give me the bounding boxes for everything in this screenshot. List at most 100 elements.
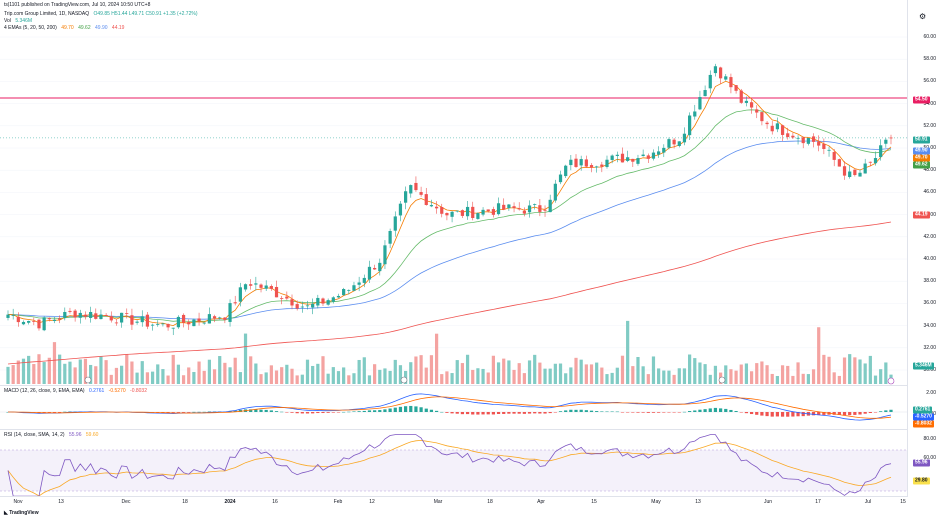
candle-body xyxy=(564,165,568,177)
volume-bar xyxy=(770,373,774,384)
macd-histogram-bar xyxy=(331,412,335,413)
macd-histogram-bar xyxy=(765,412,769,417)
price-tick-label: 36.00 xyxy=(923,300,936,307)
candle-body xyxy=(734,85,738,91)
candle-body xyxy=(471,206,475,218)
volume-bar xyxy=(460,363,465,384)
candle-body xyxy=(352,285,356,291)
macd-histogram-bar xyxy=(873,412,878,413)
price-chart[interactable] xyxy=(0,0,907,496)
macd-histogram-bar xyxy=(300,412,304,414)
candle-body xyxy=(373,267,377,270)
volume-bar xyxy=(357,359,361,384)
volume-bar xyxy=(848,354,852,384)
macd-histogram-bar xyxy=(58,412,62,413)
volume-bar xyxy=(672,374,676,384)
volume-bar xyxy=(176,364,181,384)
symbol-title[interactable]: Trip.com Group Limited, 1D, NASDAQ xyxy=(4,11,90,17)
candle-body xyxy=(729,77,733,88)
volume-bar xyxy=(517,363,521,384)
volume-bar xyxy=(476,368,480,384)
candle-body xyxy=(796,137,800,139)
volume-bar xyxy=(352,373,356,384)
candle-body xyxy=(78,312,82,318)
volume-bar xyxy=(884,362,888,384)
macd-histogram-bar xyxy=(527,412,532,414)
macd-legend[interactable]: MACD (12, 26, close, 9, EMA, EMA) 0.2761… xyxy=(4,388,150,394)
ema-legend[interactable]: 4 EMAs (5, 20, 50, 200) 49.70 49.62 49.9… xyxy=(4,25,127,31)
volume-bar xyxy=(269,365,273,384)
volume-bar xyxy=(512,369,516,384)
macd-histogram-bar xyxy=(161,412,165,413)
macd-histogram-bar xyxy=(811,412,816,416)
candle-body xyxy=(491,209,495,215)
pane-divider-macd[interactable] xyxy=(0,385,907,386)
price-tick-label: 44.00 xyxy=(923,211,936,218)
macd-histogram-bar xyxy=(667,412,671,413)
volume-bar xyxy=(522,373,526,384)
volume-bar xyxy=(445,371,449,384)
macd-histogram-bar xyxy=(316,412,320,414)
candle-body xyxy=(16,316,20,323)
volume-bar xyxy=(641,366,645,384)
macd-histogram-bar xyxy=(853,412,857,415)
symbol-line[interactable]: Trip.com Group Limited, 1D, NASDAQ O49.8… xyxy=(4,11,200,17)
volume-bar xyxy=(321,356,325,384)
candle-body xyxy=(305,305,310,307)
volume-bar xyxy=(228,367,232,384)
candle-body xyxy=(52,319,57,322)
price-tick-label: 38.00 xyxy=(923,278,936,285)
volume-bar xyxy=(564,373,568,384)
candle-body xyxy=(657,151,661,155)
time-tick-label: May xyxy=(651,499,661,505)
price-tick-label: 42.00 xyxy=(923,233,936,240)
macd-histogram-bar xyxy=(657,412,661,413)
candle-body xyxy=(42,317,46,331)
candle-body xyxy=(786,133,790,138)
ema5-value: 49.70 xyxy=(61,25,74,31)
volume-bar xyxy=(786,365,790,384)
volume-line[interactable]: Vol 5.346M xyxy=(4,18,35,24)
volume-bar xyxy=(646,374,650,384)
price-tick-label: 58.00 xyxy=(923,56,936,63)
volume-bar xyxy=(388,370,392,384)
ema200-line xyxy=(7,221,892,365)
pane-divider-rsi[interactable] xyxy=(0,429,907,430)
volume-bar xyxy=(305,359,310,384)
volume-bar xyxy=(734,370,738,384)
candle-body xyxy=(161,323,165,325)
chart-settings-icon[interactable]: ⚙ xyxy=(919,12,927,21)
volume-bar xyxy=(21,358,26,384)
volume-bar xyxy=(212,369,217,384)
macd-histogram-bar xyxy=(569,409,573,412)
macd-histogram-bar xyxy=(744,412,749,414)
volume-bar xyxy=(486,372,490,384)
candle-body xyxy=(713,66,718,74)
macd-histogram-bar xyxy=(42,412,46,413)
candle-body xyxy=(775,123,780,130)
volume-bar xyxy=(455,360,459,384)
candle-body xyxy=(316,297,320,306)
candle-body xyxy=(693,111,697,117)
rsi-legend[interactable]: RSI (14, close, SMA, 14, 2) 55.96 59.60 xyxy=(4,432,101,438)
candle-body xyxy=(465,206,470,217)
volume-bar xyxy=(336,371,341,384)
candle-body xyxy=(434,206,439,209)
footer-text: TradingView xyxy=(9,510,39,516)
candle-body xyxy=(150,324,155,326)
candle-body xyxy=(811,136,816,142)
volume-bar xyxy=(419,355,423,384)
candle-body xyxy=(264,285,268,289)
candle-body xyxy=(207,314,211,324)
macd-histogram-bar xyxy=(476,412,480,415)
time-tick-label: Dec xyxy=(121,499,131,505)
macd-label-2: -0.5270 xyxy=(913,413,934,421)
candle-body xyxy=(181,314,186,323)
macd-histogram-bar xyxy=(543,412,547,414)
candle-body xyxy=(83,314,88,317)
macd-histogram-bar xyxy=(47,412,51,413)
candle-body xyxy=(672,139,676,145)
volume-bar xyxy=(429,355,434,384)
macd-histogram-bar xyxy=(455,412,459,414)
macd-histogram-bar xyxy=(822,412,826,415)
